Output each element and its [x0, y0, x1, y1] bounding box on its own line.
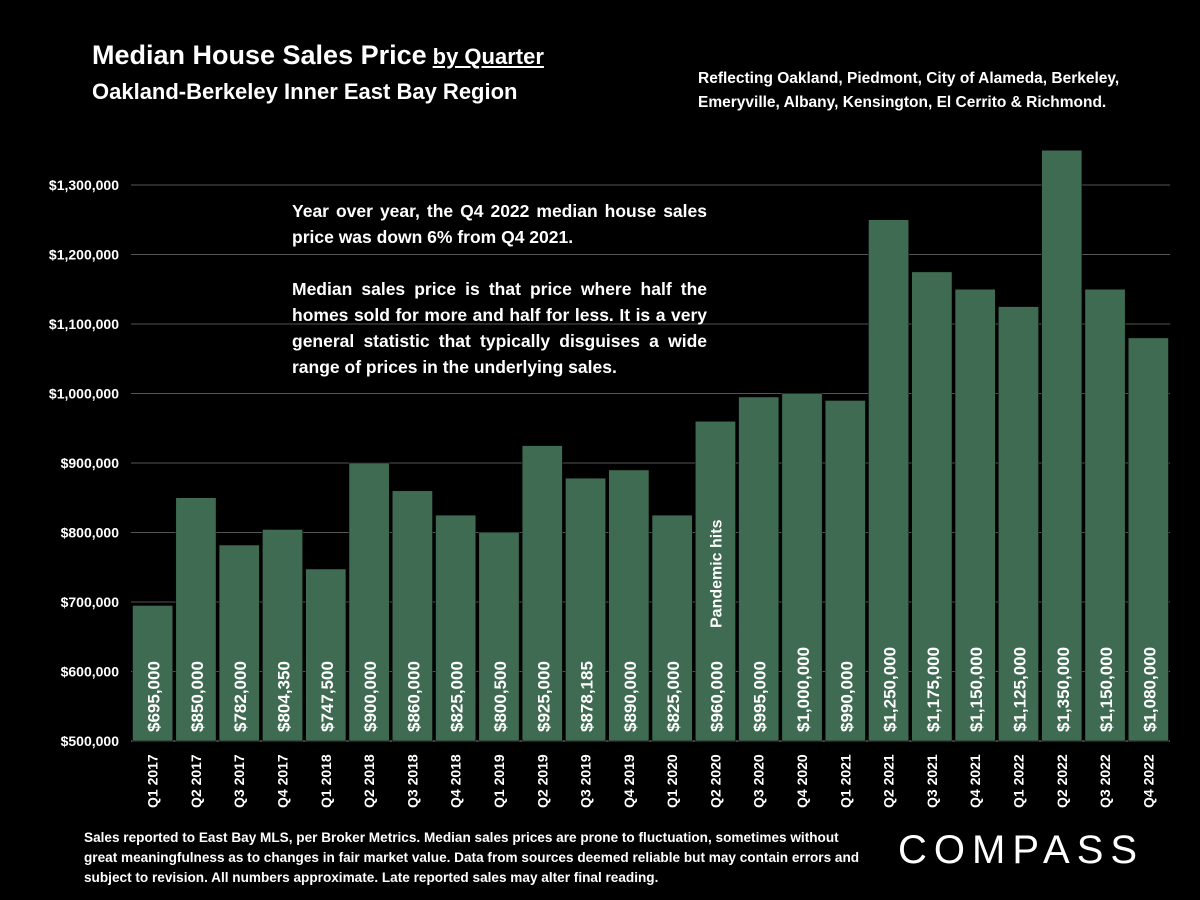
- data-label: $995,000: [751, 661, 770, 732]
- x-tick-label: Q3 2017: [231, 754, 247, 808]
- data-label: $825,000: [448, 661, 467, 732]
- bar: [868, 219, 909, 742]
- bar: [1041, 150, 1083, 742]
- bar: [262, 529, 303, 742]
- x-tick-label: Q2 2021: [881, 754, 897, 808]
- data-label: $782,000: [231, 661, 250, 732]
- y-tick-label: $700,000: [61, 594, 120, 610]
- bar: [608, 469, 650, 742]
- x-tick-label: Q2 2022: [1054, 754, 1070, 808]
- region-coverage-note: Reflecting Oakland, Piedmont, City of Al…: [698, 70, 1120, 111]
- annotation-yoy: Year over year, the Q4 2022 median house…: [292, 201, 707, 247]
- data-label: $747,500: [318, 661, 337, 732]
- y-tick-label: $500,000: [61, 733, 120, 749]
- bar: [911, 271, 953, 742]
- x-tick-label: Q2 2019: [534, 754, 550, 808]
- data-label: $925,000: [534, 661, 553, 732]
- chart-title: Median House Sales Price by Quarter: [92, 40, 544, 71]
- data-label: $1,250,000: [881, 647, 900, 732]
- data-label: $878,185: [578, 661, 597, 732]
- x-tick-label: Q1 2022: [1010, 754, 1026, 808]
- x-tick-label: Q2 2018: [361, 754, 377, 808]
- bar: [695, 421, 736, 742]
- data-label: $1,080,000: [1140, 647, 1159, 732]
- y-tick-label: $1,000,000: [49, 386, 119, 402]
- pandemic-annotation: Pandemic hits: [708, 519, 725, 628]
- y-tick-label: $1,100,000: [49, 316, 119, 332]
- bar: [348, 462, 390, 742]
- x-tick-label: Q3 2021: [924, 754, 940, 808]
- data-label: $1,000,000: [794, 647, 813, 732]
- bar: [478, 531, 520, 742]
- bar: [435, 514, 477, 742]
- x-tick-label: Q1 2020: [664, 754, 680, 808]
- bar-chart: $500,000 $600,000 $700,000 $800,000 $900,000…: [49, 150, 1170, 808]
- data-label: $960,000: [707, 661, 726, 732]
- data-label: $1,175,000: [924, 647, 943, 732]
- y-tick-label: $600,000: [61, 664, 120, 680]
- data-label: $1,350,000: [1054, 647, 1073, 732]
- x-tick-label: Q1 2021: [837, 754, 853, 808]
- bar: [1084, 289, 1126, 742]
- x-tick-label: Q4 2017: [275, 754, 291, 808]
- x-tick-label: Q3 2020: [751, 754, 767, 808]
- data-label: $850,000: [188, 661, 207, 732]
- bar: [132, 605, 174, 742]
- x-tick-label: Q4 2020: [794, 754, 810, 808]
- data-label: $990,000: [837, 661, 856, 732]
- data-label: $800,500: [491, 661, 510, 732]
- bar: [392, 490, 433, 742]
- annotation-median-definition: Median sales price is that price where h…: [292, 279, 707, 377]
- bar: [738, 396, 780, 742]
- bar: [175, 497, 217, 742]
- bar: [954, 289, 996, 742]
- x-tick-label: Q4 2018: [448, 754, 464, 808]
- data-label: $825,000: [664, 661, 683, 732]
- x-tick-label: Q1 2019: [491, 754, 507, 808]
- bar: [781, 393, 823, 742]
- data-label: $695,000: [145, 661, 164, 732]
- chart-subtitle: Oakland-Berkeley Inner East Bay Region: [92, 79, 518, 104]
- bar: [218, 544, 260, 742]
- bar: [305, 568, 347, 742]
- x-tick-label: Q2 2017: [188, 754, 204, 808]
- data-label: $804,350: [275, 661, 294, 732]
- x-tick-label: Q3 2018: [404, 754, 420, 808]
- x-tick-label: Q4 2021: [967, 754, 983, 808]
- data-label: $890,000: [621, 661, 640, 732]
- bar: [824, 400, 866, 742]
- data-label: $900,000: [361, 661, 380, 732]
- y-tick-label: $900,000: [61, 455, 120, 471]
- x-tick-label: Q3 2022: [1097, 754, 1113, 808]
- y-tick-label: $1,300,000: [49, 177, 119, 193]
- x-tick-label: Q4 2022: [1140, 754, 1156, 808]
- x-tick-label: Q1 2017: [145, 754, 161, 808]
- chart-title-main: Median House Sales Price: [92, 40, 427, 70]
- bar: [1127, 337, 1169, 742]
- data-label: $1,150,000: [1097, 647, 1116, 732]
- y-tick-label: $800,000: [61, 525, 120, 541]
- data-label: $1,150,000: [967, 647, 986, 732]
- compass-logo: COMPASS: [898, 828, 1145, 872]
- data-label: $1,125,000: [1010, 647, 1029, 732]
- footer-disclaimer: Sales reported to East Bay MLS, per Brok…: [84, 830, 860, 885]
- y-tick-label: $1,200,000: [49, 247, 119, 263]
- x-tick-label: Q1 2018: [318, 754, 334, 808]
- bar: [998, 306, 1039, 742]
- bar: [565, 477, 606, 742]
- bar: [651, 514, 693, 742]
- x-tick-label: Q2 2020: [707, 754, 723, 808]
- chart-annotation: Year over year, the Q4 2022 median house…: [292, 198, 707, 406]
- x-tick-label: Q4 2019: [621, 754, 637, 808]
- chart-title-suffix: by Quarter: [432, 44, 544, 69]
- bar: [521, 445, 563, 742]
- x-tick-label: Q3 2019: [578, 754, 594, 808]
- data-label: $860,000: [404, 661, 423, 732]
